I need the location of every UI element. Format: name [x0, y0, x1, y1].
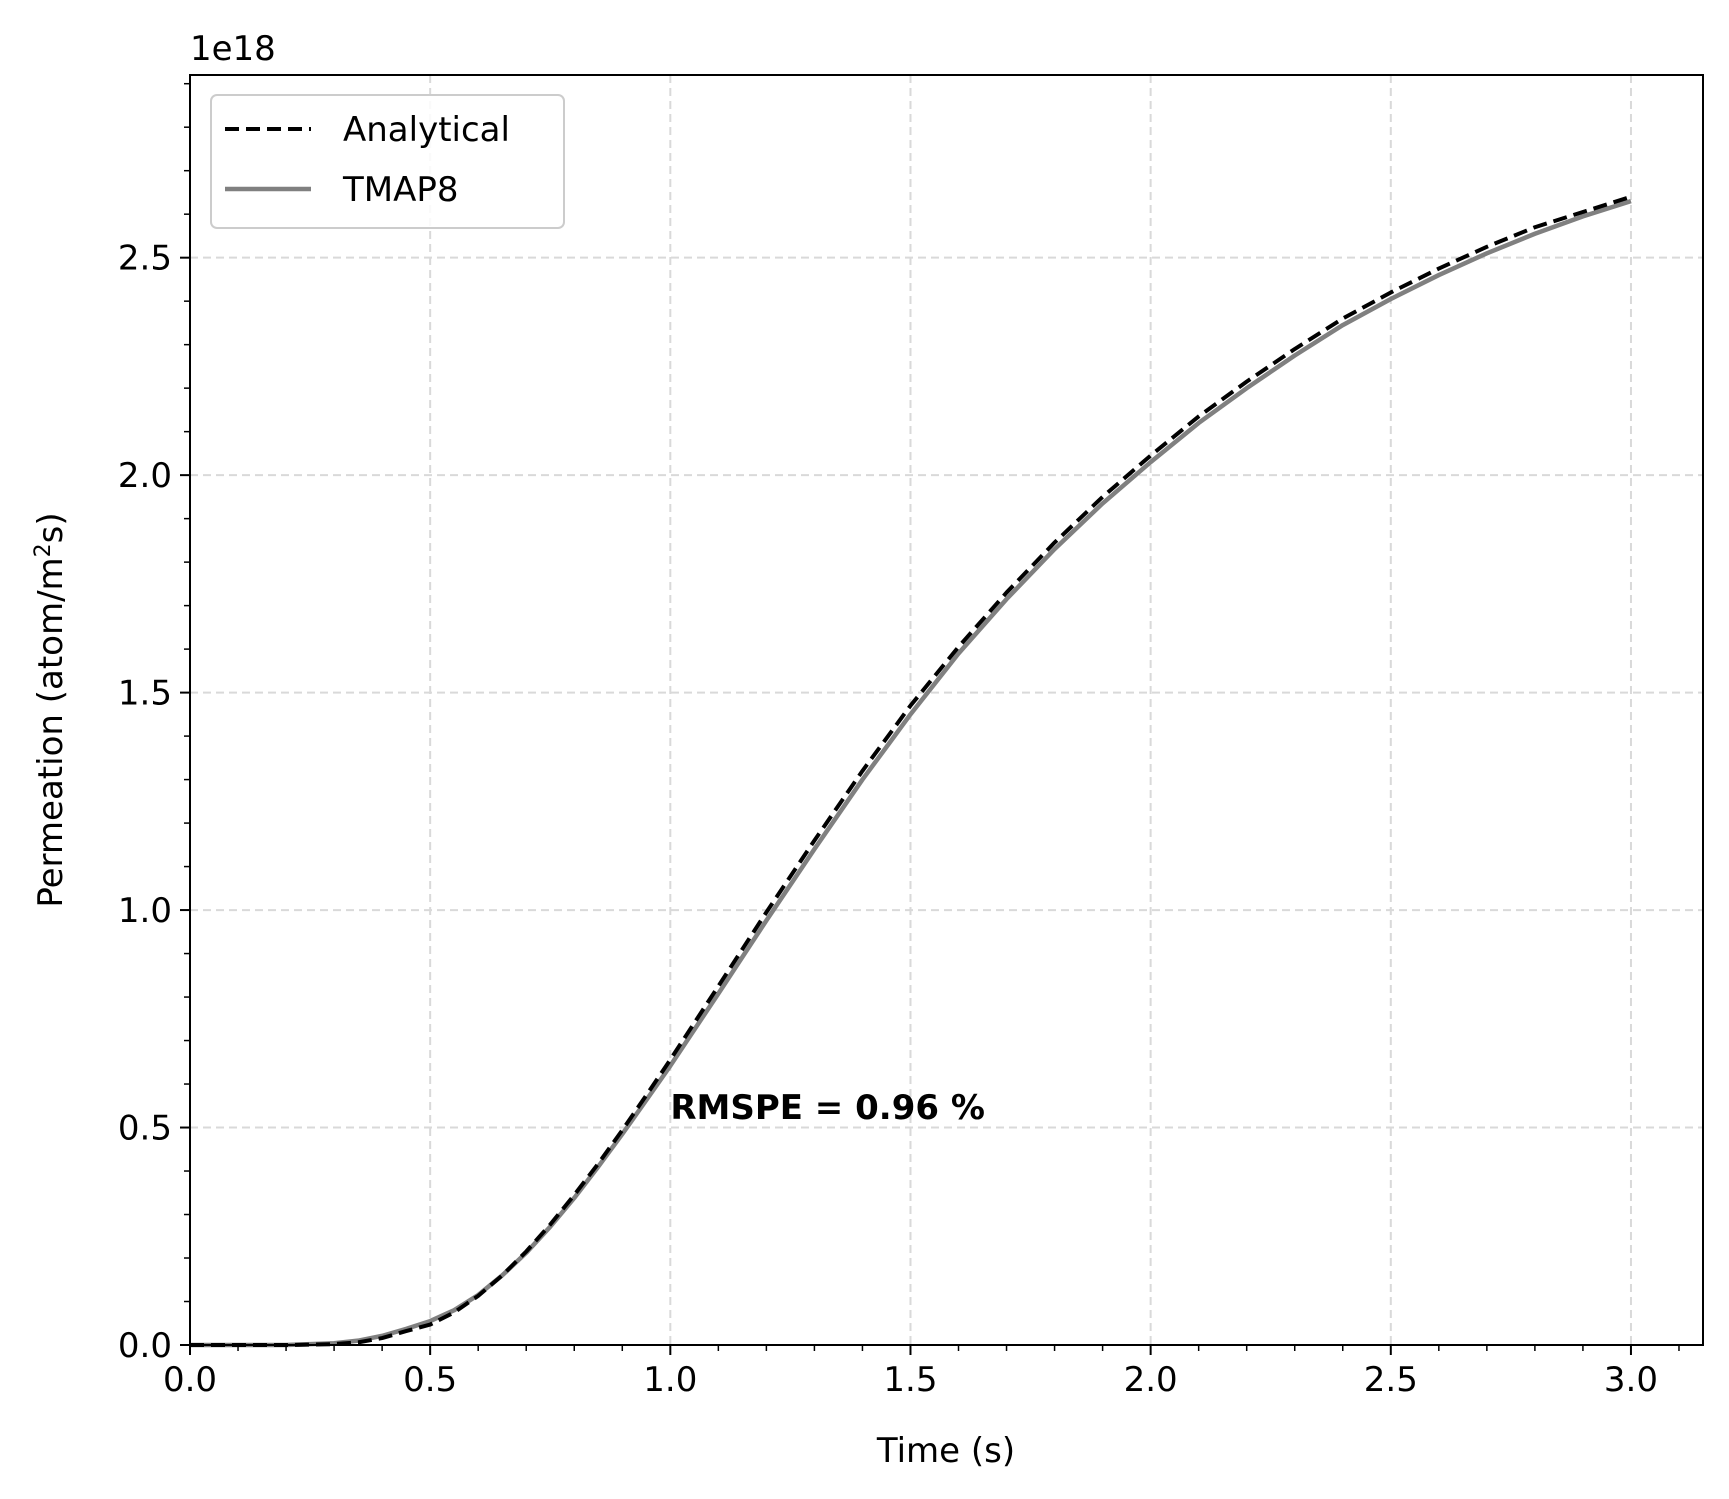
y-axis-label-tail: s)	[31, 512, 71, 543]
x-axis-label: Time (s)	[876, 1431, 1015, 1471]
y-offset-text: 1e18	[190, 29, 276, 69]
x-tick-label: 1.0	[643, 1360, 697, 1400]
legend-label-analytical: Analytical	[343, 110, 510, 150]
x-tick-label: 1.5	[883, 1360, 937, 1400]
x-tick-label: 0.0	[163, 1360, 217, 1400]
y-tick-label: 0.0	[118, 1326, 172, 1366]
y-tick-label: 2.5	[118, 239, 172, 279]
series-line-tmap8	[190, 198, 1632, 1348]
y-axis-label: Permeation (atom/m2s)	[31, 512, 72, 907]
y-tick-label: 1.0	[118, 891, 172, 931]
x-tick-label: 2.0	[1124, 1360, 1178, 1400]
plot-frame	[189, 74, 1704, 1346]
series-layer	[190, 194, 1632, 1348]
y-axis-label-main: Permeation (atom/m	[31, 557, 71, 907]
y-tick-label: 0.5	[118, 1109, 172, 1149]
rmspe-annotation: RMSPE = 0.96 %	[670, 1088, 985, 1128]
plot-area	[190, 75, 1703, 1345]
legend-label-tmap8: TMAP8	[342, 170, 459, 210]
series-line-analytical	[190, 194, 1632, 1347]
y-axis-label-sup: 2	[31, 543, 56, 557]
y-tick-label: 1.5	[118, 674, 172, 714]
x-tick-label: 0.5	[403, 1360, 457, 1400]
x-tick-label: 3.0	[1604, 1360, 1658, 1400]
x-tick-label: 2.5	[1364, 1360, 1418, 1400]
ticks-layer: 0.0 0.5 1.0 1.5 2.0 2.5 3.0 0.0 0.5 1.0 1.5 2.0 2.5	[118, 82, 1680, 1400]
y-tick-label: 2.0	[118, 456, 172, 496]
legend: Analytical TMAP8	[210, 94, 565, 229]
